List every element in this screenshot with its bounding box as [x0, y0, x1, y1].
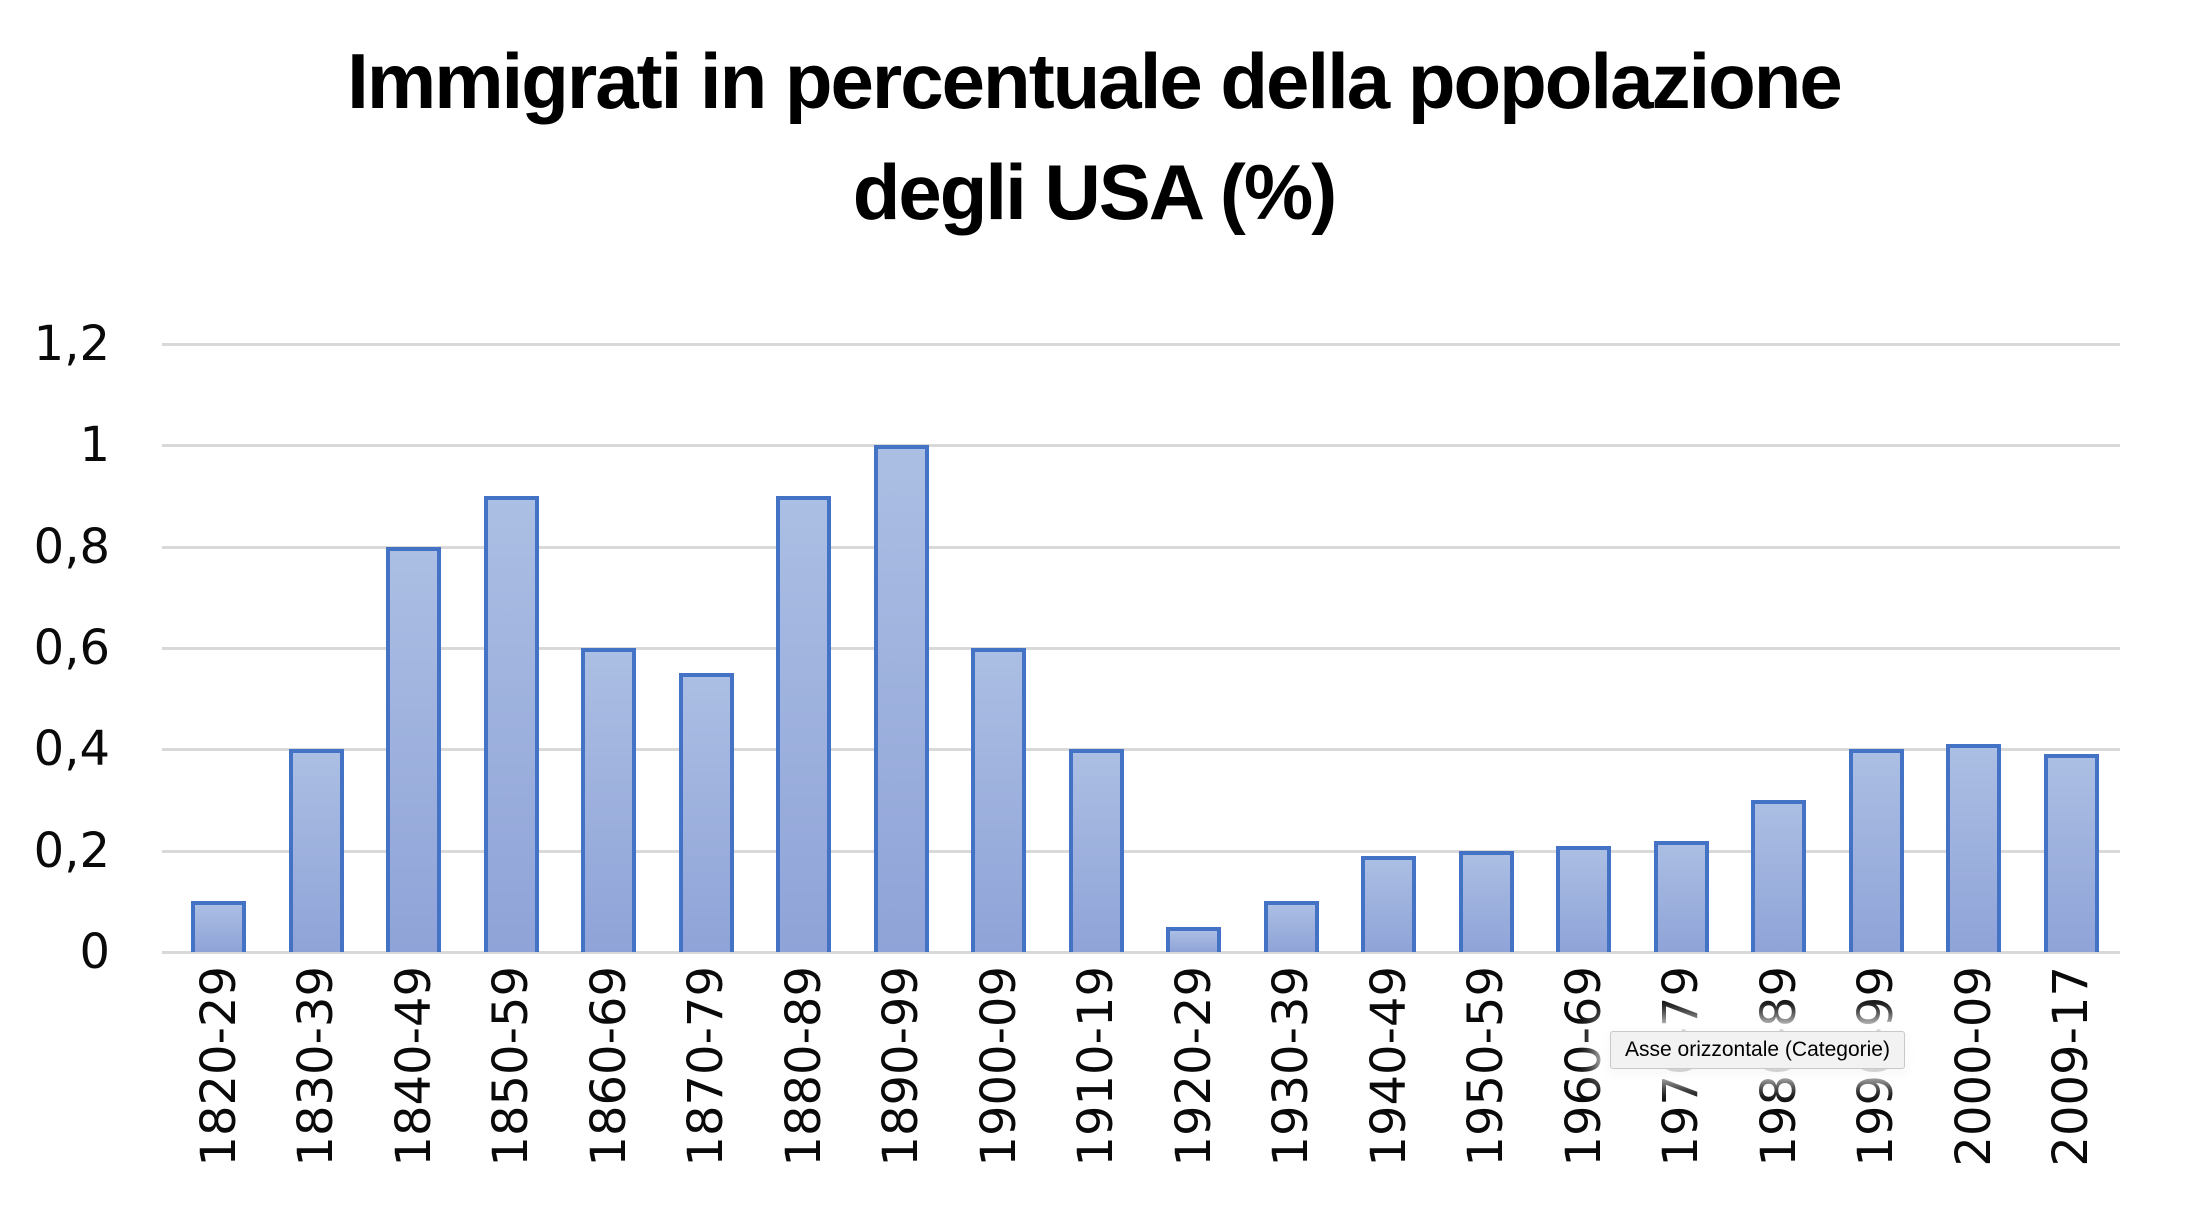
x-axis-tick-label[interactable]: 1930-39 — [1263, 966, 1320, 1167]
bar-1890-99[interactable] — [873, 445, 929, 952]
y-axis-tick-label[interactable]: 0,2 — [33, 822, 110, 879]
bar-slot — [1243, 344, 1341, 952]
bars-layer — [170, 344, 2120, 952]
y-axis-tick-label[interactable]: 0,4 — [33, 721, 110, 778]
x-label-slot: 1950-59 — [1438, 966, 1536, 1167]
axis-tooltip: Asse orizzontale (Categorie) — [1610, 1031, 1905, 1069]
gridline — [162, 545, 2120, 549]
bar-1920-29[interactable] — [1166, 926, 1222, 952]
x-axis-tick-label[interactable]: 1900-09 — [970, 966, 1027, 1167]
bar-slot — [1925, 344, 2023, 952]
x-axis-tick-label[interactable]: 1870-79 — [678, 966, 735, 1167]
x-label-slot: 1840-49 — [365, 966, 463, 1167]
x-label-slot: 1930-39 — [1243, 966, 1341, 1167]
bar-slot — [1633, 344, 1731, 952]
bar-1960-69[interactable] — [1556, 845, 1612, 952]
plot-area: 0 0,2 0,4 0,6 0,8 1 1,2 1820-29 1830-39 1840-49 1… — [34, 316, 2120, 1167]
bar-1910-19[interactable] — [1068, 749, 1124, 952]
x-label-slot: 2009-17 — [2023, 966, 2121, 1167]
x-label-slot: 1870-79 — [658, 966, 756, 1167]
bar-slot — [1340, 344, 1438, 952]
bar-1980-89[interactable] — [1751, 800, 1807, 952]
chart-title-line1: Immigrati in percentuale della popolazio… — [347, 37, 1843, 125]
bar-2009-17[interactable] — [2043, 754, 2099, 952]
gridline — [162, 647, 2120, 650]
x-axis-tick-label[interactable]: 1880-89 — [775, 966, 832, 1167]
bar-slot — [1828, 344, 1926, 952]
gridline — [162, 343, 2120, 346]
y-axis-tick-label[interactable]: 0,6 — [33, 620, 110, 676]
bar-slot — [1438, 344, 1536, 952]
x-axis-tick-label[interactable]: 1840-49 — [385, 966, 442, 1167]
bar-1820-29[interactable] — [191, 901, 247, 952]
bar-1830-39[interactable] — [288, 749, 344, 952]
x-axis-tick-label[interactable]: 1860-69 — [580, 966, 637, 1167]
x-label-slot: 1940-49 — [1340, 966, 1438, 1167]
bar-slot — [365, 344, 463, 952]
x-label-slot: 1920-29 — [1145, 966, 1243, 1167]
x-axis-tick-label[interactable]: 1920-29 — [1165, 966, 1222, 1167]
bar-1880-89[interactable] — [776, 496, 832, 952]
bar-1940-49[interactable] — [1361, 855, 1417, 952]
bar-slot — [2023, 344, 2121, 952]
x-axis-tick-label[interactable]: 1950-59 — [1458, 966, 1515, 1167]
x-axis-tick-label[interactable]: 1830-39 — [288, 966, 345, 1167]
x-label-slot: 1860-69 — [560, 966, 658, 1167]
bar-slot — [268, 344, 366, 952]
bar-slot — [853, 344, 951, 952]
bar-1900-09[interactable] — [971, 648, 1027, 952]
bar-slot — [658, 344, 756, 952]
x-axis-tick-label[interactable]: 1940-49 — [1360, 966, 1417, 1167]
bar-slot — [170, 344, 268, 952]
chart-title[interactable]: Immigrati in percentuale della popolazio… — [0, 26, 2188, 248]
x-label-slot: 2000-09 — [1925, 966, 2023, 1167]
gridline — [162, 951, 2120, 954]
y-axis-tick-label[interactable]: 1 — [79, 417, 110, 474]
x-axis-tick-label[interactable]: 1960-69 — [1555, 966, 1612, 1167]
bar-slot — [1145, 344, 1243, 952]
x-label-slot: 1850-59 — [463, 966, 561, 1167]
y-axis-tick-label[interactable]: 1,2 — [33, 316, 110, 372]
bar-1840-49[interactable] — [386, 546, 442, 952]
bar-1870-79[interactable] — [678, 673, 734, 952]
x-label-slot: 1820-29 — [170, 966, 268, 1167]
x-axis-tick-label[interactable]: 2000-09 — [1945, 966, 2002, 1167]
bar-1850-59[interactable] — [483, 496, 539, 952]
x-axis-tick-label[interactable]: 2009-17 — [2043, 966, 2100, 1167]
bar-1860-69[interactable] — [581, 648, 637, 952]
bar-slot — [755, 344, 853, 952]
axis-tooltip-text: Asse orizzontale (Categorie) — [1625, 1038, 1890, 1061]
bar-1950-59[interactable] — [1458, 850, 1514, 952]
gridline — [162, 849, 2120, 853]
x-axis-tick-label[interactable]: 1910-19 — [1068, 966, 1125, 1167]
x-axis-tick-label[interactable]: 1890-99 — [873, 966, 930, 1167]
bar-slot — [463, 344, 561, 952]
bar-2000-09[interactable] — [1946, 744, 2002, 952]
x-label-slot: 1880-89 — [755, 966, 853, 1167]
bar-1990-99[interactable] — [1848, 749, 1904, 952]
bar-slot — [950, 344, 1048, 952]
bar-1930-39[interactable] — [1263, 901, 1319, 952]
y-axis-tick-label[interactable]: 0,8 — [33, 518, 110, 575]
x-label-slot: 1910-19 — [1048, 966, 1146, 1167]
x-label-slot: 1830-39 — [268, 966, 366, 1167]
y-axis-tick-label[interactable]: 0 — [79, 924, 110, 980]
gridline — [162, 444, 2120, 448]
bar-slot — [1048, 344, 1146, 952]
x-label-slot: 1890-99 — [853, 966, 951, 1167]
bar-slot — [1730, 344, 1828, 952]
x-axis-tick-label[interactable]: 1850-59 — [483, 966, 540, 1167]
x-axis-tick-label[interactable]: 1820-29 — [190, 966, 247, 1167]
x-label-slot: 1900-09 — [950, 966, 1048, 1167]
gridline — [162, 748, 2120, 752]
chart-title-line2: degli USA (%) — [852, 147, 1337, 236]
bar-slot — [1535, 344, 1633, 952]
bar-1970-79[interactable] — [1653, 840, 1709, 952]
bar-slot — [560, 344, 658, 952]
